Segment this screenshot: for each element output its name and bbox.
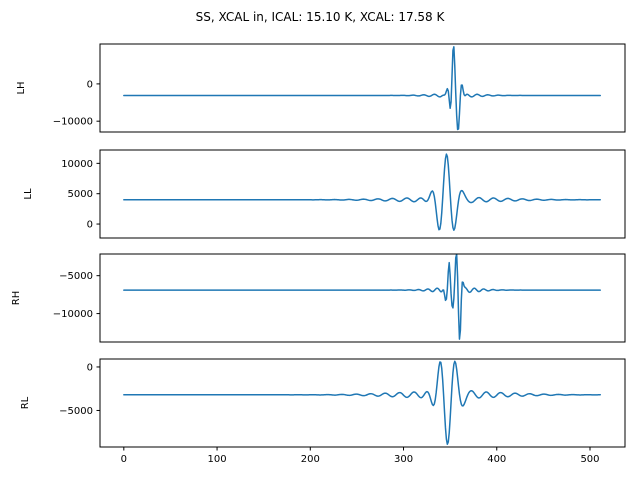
chart-title: SS, XCAL in, ICAL: 15.10 K, XCAL: 17.58 … [195,10,445,24]
y-tick-label-rh: −10000 [53,309,93,320]
axes-frame-rl [99,358,626,448]
y-tick-label-ll: 5000 [68,189,93,200]
x-tick-label: 100 [208,454,227,465]
axes-frame-ll [99,149,626,239]
y-tick-label-ll: 10000 [61,159,93,170]
subplot-rl: 0 −5000 RL 0 100 200 300 400 500 [20,358,626,465]
signal-line-ll [123,153,601,231]
x-tick-label: 200 [301,454,320,465]
subplot-lh: 0 −10000 LH [16,43,626,133]
signal-line-lh [123,46,601,131]
axes-frame-rh [99,253,626,343]
y-axis-label-rh: RH [11,291,22,305]
y-axis-label-ll: LL [23,188,34,200]
y-tick-label-lh: −10000 [53,117,93,128]
y-tick-label-ll: 0 [87,220,93,231]
x-tick-label: 0 [121,454,127,465]
y-axis-label-lh: LH [16,81,27,94]
y-axis-label-rl: RL [20,396,31,409]
subplot-ll: 10000 5000 0 LL [23,149,626,239]
signal-line-rh [123,254,601,340]
axes-frame-lh [99,43,626,133]
subplot-rh: −5000 −10000 RH [11,253,626,343]
x-tick-label: 300 [394,454,413,465]
x-tick-label: 400 [487,454,506,465]
y-tick-label-rl: 0 [87,362,93,373]
y-tick-label-rh: −5000 [59,271,93,282]
signal-line-rl [123,360,601,446]
y-tick-label-rl: −5000 [59,406,93,417]
y-tick-label-lh: 0 [87,79,93,90]
x-tick-label: 500 [580,454,599,465]
